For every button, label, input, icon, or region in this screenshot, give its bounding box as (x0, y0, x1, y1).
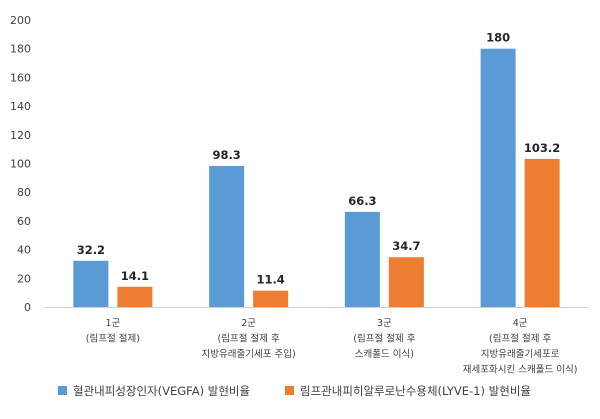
x-category-label: 지방유래줄기세포로 (481, 349, 560, 360)
x-category-label: (림프절 절제 후 (218, 333, 280, 345)
value-label: 98.3 (212, 148, 240, 162)
y-tick-label: 120 (10, 129, 31, 142)
bar-lyve1 (524, 158, 560, 307)
bar-lyve1 (253, 290, 289, 307)
value-label: 11.4 (256, 273, 284, 287)
x-category-label: (림프절 절제) (86, 333, 140, 345)
x-category-label: 스캐폴드 이식) (355, 349, 414, 360)
legend-label: 림프관내피히알루로난수용체(LYVE-1) 발현비율 (300, 384, 531, 398)
y-tick-label: 60 (17, 215, 31, 228)
bar-lyve1 (388, 257, 424, 307)
x-category-label: 재세포화시킨 스캐폴드 이식) (463, 365, 578, 376)
x-category-label: 지방유래줄기세포 주입) (202, 348, 296, 360)
legend: 혈관내피성장인자(VEGFA) 발현비율 림프관내피히알루로난수용체(LYVE-1… (58, 384, 531, 398)
x-category-label: (림프절 절제 후 (489, 333, 551, 345)
value-label: 103.2 (524, 141, 560, 155)
bars (73, 48, 560, 307)
y-tick-label: 40 (17, 244, 31, 257)
legend-label: 혈관내피성장인자(VEGFA) 발현비율 (73, 384, 250, 398)
value-label: 180 (486, 31, 510, 45)
y-tick-label: 0 (24, 301, 31, 314)
y-tick-label: 200 (10, 14, 31, 27)
x-category-label: 4군 (513, 318, 528, 329)
x-category-label: (림프절 절제 후 (353, 333, 415, 345)
bar-vegfa (480, 48, 516, 307)
value-label: 32.2 (77, 243, 105, 257)
value-label: 14.1 (121, 269, 149, 283)
y-tick-label: 20 (17, 272, 31, 285)
value-labels: 32.2 14.1 98.3 11.4 66.3 34.7 180 103.2 (77, 31, 561, 287)
x-category-label: 2군 (241, 318, 256, 329)
x-category-label: 3군 (377, 318, 392, 329)
value-label: 34.7 (392, 239, 420, 253)
bar-vegfa (73, 260, 109, 307)
value-label: 66.3 (348, 194, 376, 208)
bar-vegfa (344, 211, 380, 307)
y-tick-label: 140 (10, 100, 31, 113)
y-tick-label: 80 (17, 186, 31, 199)
bar-lyve1 (117, 286, 153, 307)
x-category-label: 1군 (105, 318, 120, 329)
y-tick-label: 100 (10, 158, 31, 171)
y-tick-label: 160 (10, 71, 31, 84)
bar-vegfa (209, 165, 245, 307)
legend-swatch (285, 386, 294, 395)
y-axis: 0 20 40 60 80 100 120 140 160 180 200 (10, 14, 31, 314)
legend-swatch (58, 386, 67, 395)
y-tick-label: 180 (10, 43, 31, 56)
